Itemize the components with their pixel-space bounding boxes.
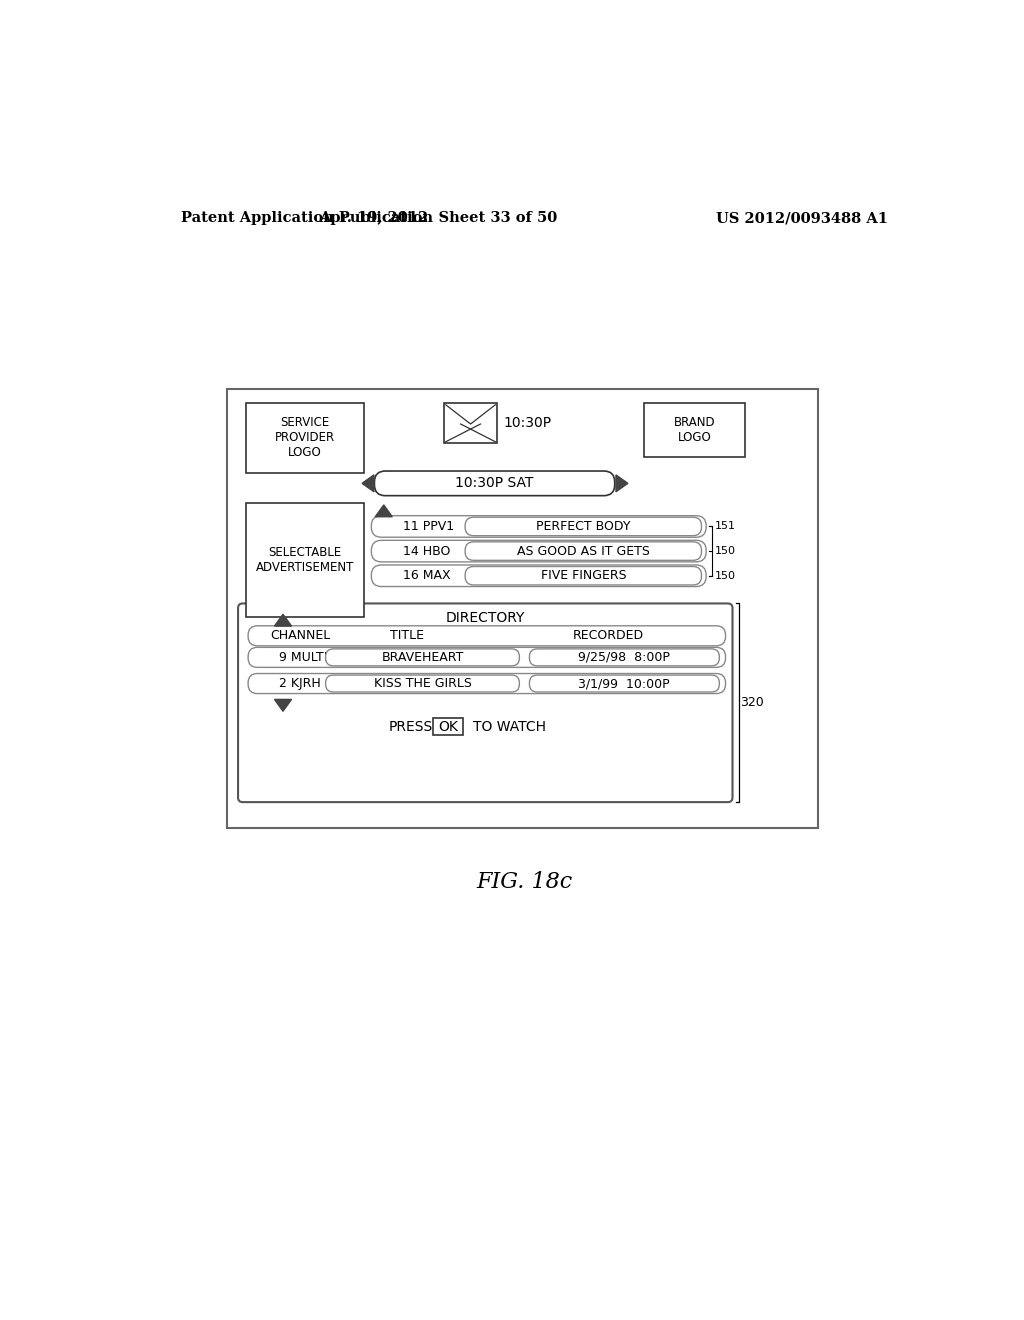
Bar [644,404,744,457]
FancyBboxPatch shape [372,540,707,562]
Text: Apr. 19, 2012  Sheet 33 of 50: Apr. 19, 2012 Sheet 33 of 50 [318,211,557,226]
Polygon shape [274,614,292,626]
FancyBboxPatch shape [326,675,519,692]
FancyBboxPatch shape [465,543,701,560]
Text: AS GOOD AS IT GETS: AS GOOD AS IT GETS [517,545,650,557]
Text: US 2012/0093488 A1: US 2012/0093488 A1 [716,211,888,226]
Polygon shape [616,475,628,492]
FancyBboxPatch shape [372,516,707,537]
FancyBboxPatch shape [248,673,726,693]
Text: DIRECTORY: DIRECTORY [445,611,525,626]
Text: 150: 150 [715,546,735,556]
FancyBboxPatch shape [248,626,726,645]
Text: 150: 150 [715,570,735,581]
Text: OK: OK [438,719,458,734]
Text: 10:30P SAT: 10:30P SAT [456,477,534,490]
FancyBboxPatch shape [375,471,614,496]
Text: 14 HBO: 14 HBO [403,545,451,557]
Text: TITLE: TITLE [390,630,424,643]
Text: Patent Application Publication: Patent Application Publication [180,211,433,226]
Text: 9/25/98  8:00P: 9/25/98 8:00P [579,651,670,664]
Text: BRAVEHEART: BRAVEHEART [381,651,464,664]
Text: PRESS: PRESS [389,719,433,734]
FancyBboxPatch shape [465,566,701,585]
Text: FIG. 18c: FIG. 18c [477,871,572,894]
Text: 151: 151 [715,521,735,532]
Bar [246,404,364,473]
Polygon shape [362,475,374,492]
Bar [433,718,463,735]
Polygon shape [375,506,392,516]
Bar [246,503,364,618]
FancyBboxPatch shape [465,517,701,536]
FancyBboxPatch shape [248,647,726,668]
FancyBboxPatch shape [529,649,719,665]
Bar [444,404,497,444]
Text: BRAND
LOGO: BRAND LOGO [674,416,716,445]
Text: 320: 320 [740,696,764,709]
Text: FIVE FINGERS: FIVE FINGERS [541,569,627,582]
Text: TO WATCH: TO WATCH [473,719,546,734]
Bar [227,389,818,829]
FancyBboxPatch shape [238,603,732,803]
Text: 9 MULTI: 9 MULTI [280,651,328,664]
Text: 10:30P: 10:30P [503,416,551,430]
Text: KISS THE GIRLS: KISS THE GIRLS [374,677,471,690]
Text: 2 KJRH: 2 KJRH [280,677,321,690]
FancyBboxPatch shape [529,675,719,692]
Text: CHANNEL: CHANNEL [270,630,330,643]
Text: SERVICE
PROVIDER
LOGO: SERVICE PROVIDER LOGO [274,416,335,459]
Text: 3/1/99  10:00P: 3/1/99 10:00P [579,677,670,690]
FancyBboxPatch shape [326,649,519,665]
Text: 11 PPV1: 11 PPV1 [403,520,455,533]
Text: PERFECT BODY: PERFECT BODY [537,520,631,533]
Text: 16 MAX: 16 MAX [403,569,451,582]
FancyBboxPatch shape [372,565,707,586]
Text: SELECTABLE
ADVERTISEMENT: SELECTABLE ADVERTISEMENT [256,546,354,574]
Text: RECORDED: RECORDED [573,630,644,643]
Polygon shape [274,700,292,711]
